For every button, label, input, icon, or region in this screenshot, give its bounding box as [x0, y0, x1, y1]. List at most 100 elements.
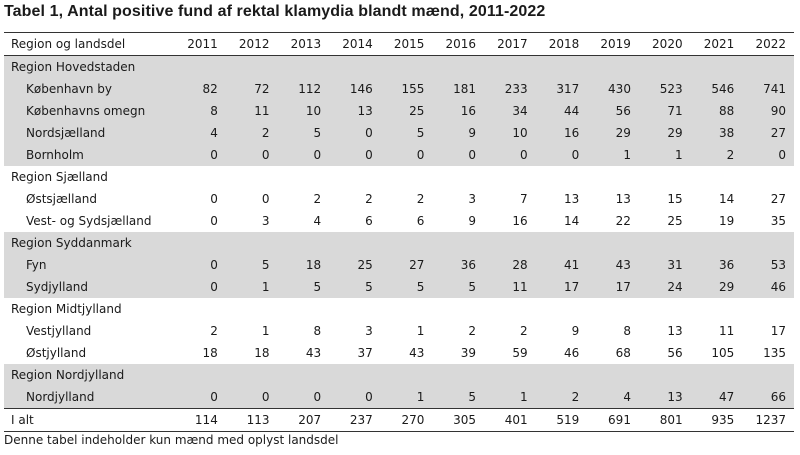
- total-cell: 207: [277, 408, 330, 432]
- region-name: Region Hovedstaden: [4, 55, 794, 78]
- table-cell: 0: [432, 144, 485, 166]
- landsdel-name: Østjylland: [26, 346, 87, 360]
- table-cell: 43: [305, 346, 322, 360]
- table-cell: 3: [365, 324, 373, 338]
- table-cell: 0: [225, 386, 278, 409]
- total-cell: 305: [432, 408, 485, 432]
- table-cell: 11: [484, 276, 536, 298]
- landsdel-name: Københavns omegn: [4, 100, 175, 122]
- table-cell: 0: [261, 192, 270, 206]
- table-cell: 9: [468, 214, 477, 228]
- table-cell: 68: [615, 346, 631, 360]
- table-row: Østjylland 18 18 43 37 43 39 59 46 68 56 105 135: [4, 342, 794, 364]
- region-row: Region Hovedstaden: [4, 55, 794, 78]
- table-cell: 72: [225, 78, 278, 100]
- table-cell: 155: [380, 78, 433, 100]
- total-cell: 270: [380, 408, 433, 432]
- table-cell: 1: [416, 324, 425, 338]
- header-year: 2022: [742, 32, 794, 56]
- table-cell: 8: [313, 324, 322, 338]
- table-cell: 317: [535, 78, 588, 100]
- table-cell: 88: [690, 100, 743, 122]
- table-cell: 38: [690, 122, 743, 144]
- table-cell: 0: [174, 254, 226, 276]
- table-cell: 10: [277, 100, 330, 122]
- table-cell: 13: [667, 324, 683, 338]
- header-year: 2012: [225, 32, 278, 56]
- table-cell: 0: [484, 144, 536, 166]
- region-row: Region Sjælland: [4, 166, 794, 188]
- table-cell: 27: [380, 254, 433, 276]
- table-cell: 4: [587, 386, 639, 409]
- table-cell: 5: [225, 254, 278, 276]
- table-cell: 2: [468, 324, 477, 338]
- table-row: Østsjælland 0 0 2 2 2 3 7 13 13 15 14 27: [4, 188, 794, 210]
- table-cell: 13: [615, 192, 631, 206]
- landsdel-name: Østsjælland: [26, 192, 98, 206]
- table-cell: 523: [638, 78, 691, 100]
- table-cell: 0: [380, 144, 433, 166]
- landsdel-name: Bornholm: [4, 144, 175, 166]
- table-cell: 0: [742, 144, 794, 166]
- table-cell: 18: [254, 346, 270, 360]
- table-cell: 59: [512, 346, 528, 360]
- header-year: 2020: [638, 32, 691, 56]
- header-year: 2016: [432, 32, 485, 56]
- header-year: 2014: [329, 32, 381, 56]
- table-cell: 43: [409, 346, 425, 360]
- table-cell: 1: [587, 144, 639, 166]
- table-row: Vest- og Sydsjælland 0 3 4 6 6 9 16 14 22 25 19 35: [4, 210, 794, 232]
- table-cell: 28: [484, 254, 536, 276]
- table-row: Vestjylland 2 1 8 3 1 2 2 9 8 13 11 17: [4, 320, 794, 342]
- table-cell: 8: [174, 100, 226, 122]
- table-cell: 112: [277, 78, 330, 100]
- total-cell: 401: [484, 408, 536, 432]
- table-cell: 430: [587, 78, 639, 100]
- table-cell: 14: [564, 214, 580, 228]
- table-cell: 6: [416, 214, 425, 228]
- table-cell: 4: [313, 214, 322, 228]
- region-name: Region Syddanmark: [4, 232, 794, 254]
- landsdel-name: København by: [4, 78, 175, 100]
- total-cell: 691: [587, 408, 639, 432]
- table-cell: 1: [638, 144, 691, 166]
- table-cell: 5: [380, 276, 433, 298]
- table-cell: 24: [638, 276, 691, 298]
- total-cell: 114: [174, 408, 226, 432]
- table-cell: 1: [225, 276, 278, 298]
- table-cell: 36: [432, 254, 485, 276]
- landsdel-name: Sydjylland: [4, 276, 175, 298]
- table-cell: 14: [718, 192, 735, 206]
- table-cell: 16: [535, 122, 588, 144]
- table-cell: 0: [174, 144, 226, 166]
- total-cell: 801: [638, 408, 691, 432]
- table-row: Fyn 0 5 18 25 27 36 28 41 43 31 36 53: [4, 254, 794, 276]
- table-cell: 741: [742, 78, 794, 100]
- table-cell: 7: [520, 192, 528, 206]
- table-cell: 13: [638, 386, 691, 409]
- table-row: Bornholm 0 0 0 0 0 0 0 0 1 1 2 0: [4, 144, 794, 166]
- table-row: Københavns omegn 8 11 10 13 25 16 34 44 56 71 88 90: [4, 100, 794, 122]
- table-cell: 2: [313, 192, 322, 206]
- total-cell: 237: [329, 408, 381, 432]
- table-cell: 43: [587, 254, 639, 276]
- table-cell: 5: [277, 276, 330, 298]
- table-cell: 0: [174, 386, 226, 409]
- table-cell: 0: [329, 122, 381, 144]
- table-row: Nordsjælland 4 2 5 0 5 9 10 16 29 29 38 27: [4, 122, 794, 144]
- landsdel-name: Nordjylland: [4, 386, 175, 409]
- table-cell: 56: [667, 346, 683, 360]
- table-cell: 27: [742, 122, 794, 144]
- table-row: København by 82 72 112 146 155 181 233 317 430 523…: [4, 78, 794, 100]
- table-cell: 0: [277, 144, 330, 166]
- table-cell: 71: [638, 100, 691, 122]
- header-year: 2015: [380, 32, 433, 56]
- total-cell: 519: [535, 408, 588, 432]
- header-row: Region og landsdel 2011 2012 2013 2014 2015 2…: [4, 32, 794, 56]
- table-cell: 5: [277, 122, 330, 144]
- table-cell: 27: [770, 192, 786, 206]
- header-year: 2011: [174, 32, 226, 56]
- table-cell: 18: [202, 346, 218, 360]
- table-cell: 0: [535, 144, 588, 166]
- table-cell: 16: [512, 214, 528, 228]
